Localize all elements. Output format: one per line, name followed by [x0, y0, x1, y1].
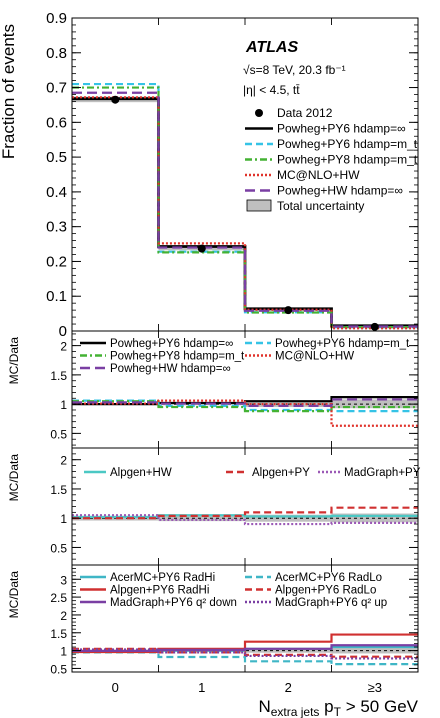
series-alpgen_hw — [72, 514, 418, 519]
x-axis-title: Nextra jets pT > 50 GeV — [258, 697, 418, 718]
ratio1-ylabel: MC/Data — [7, 337, 21, 385]
legend-label: Powheg+PY8 hdamp=m_t — [110, 351, 245, 363]
ratio1-ytick-label: 0.5 — [50, 427, 67, 441]
series-powheg_hw_inf — [72, 91, 418, 328]
main-ytick-label: 0.5 — [46, 149, 67, 166]
ratio-panel-lo-multileg: 0.5 1 1.5 2 MC/Data Alpgen+HW Alpgen+PY MadGrap… — [7, 447, 421, 566]
legend-marker-uncertainty — [246, 199, 272, 212]
series-mcnlo_hw — [72, 96, 418, 330]
legend-label: Alpgen+PY — [252, 467, 310, 479]
ratio3-ytick-label: 1 — [60, 645, 67, 659]
legend-label: MadGraph+PY — [344, 467, 421, 479]
ratio-panel-radiation: 0.5 1 1.5 2 2.5 3 MC/Data AcerMC+PY6 RadHi AcerM… — [7, 564, 419, 676]
legend-label: AcerMC+PY6 RadLo — [275, 572, 382, 584]
legend-label: Alpgen+PY6 RadLo — [275, 585, 376, 597]
legend-label: Alpgen+HW — [110, 467, 172, 479]
energy-lumi-label: √s=8 TeV, 20.3 fb⁻¹ — [243, 63, 346, 77]
x-tick-label: ≥3 — [368, 680, 382, 695]
legend-label: Data 2012 — [277, 106, 333, 120]
legend-label: MadGraph+PY6 q² down — [110, 597, 237, 609]
data-point — [370, 322, 379, 331]
main-panel: 0 0.1 0.2 0.3 0.4 0.5 0.6 0.7 0.8 0.9 Fraction of … — [0, 10, 419, 340]
main-ytick-label: 0.3 — [46, 219, 67, 236]
legend-label: Powheg+PY6 hdamp=m_t — [277, 137, 418, 151]
ratio1-ytick-label: 2 — [60, 340, 67, 354]
ratio3-ytick-label: 0.5 — [50, 662, 67, 676]
ratio2-ytick-label: 2 — [60, 454, 67, 468]
series-madgraph_py — [72, 514, 418, 526]
legend-label: MC@NLO+HW — [277, 168, 360, 182]
main-ytick-label: 0.2 — [46, 253, 67, 270]
legend-label: Powheg+HW hdamp=∞ — [110, 363, 231, 375]
series-mcnlo_hw — [72, 399, 418, 427]
ratio3-ytick-label: 3 — [60, 573, 67, 587]
ratio2-uncertainty-band — [158, 515, 245, 522]
legend-label: MadGraph+PY6 q² up — [275, 597, 387, 609]
legend-label: AcerMC+PY6 RadHi — [110, 572, 215, 584]
legend-label: Powheg+PY8 hdamp=m_t — [277, 153, 418, 167]
ratio1-uncertainty-band — [158, 402, 245, 406]
legend-marker-data — [255, 109, 263, 117]
x-tick-label: 1 — [198, 680, 205, 695]
main-ylabel: Fraction of events — [0, 24, 18, 159]
ratio1-ytick-label: 1 — [60, 398, 67, 412]
ratio2-ytick-label: 1.5 — [50, 483, 67, 497]
ratio2-frame — [71, 447, 419, 566]
series-acermc_radlo — [72, 651, 418, 666]
main-ytick-label: 0.1 — [46, 288, 67, 305]
legend-label: Powheg+PY6 hdamp=∞ — [277, 122, 406, 136]
ratio1-ytick-label: 1.5 — [50, 369, 67, 383]
region-label: |η| < 4.5, tt̄ — [243, 83, 300, 97]
main-ytick-label: 0.7 — [46, 80, 67, 97]
x-tick-label: 0 — [112, 680, 119, 695]
legend-label: Powheg+HW hdamp=∞ — [277, 184, 403, 198]
data-point — [284, 306, 293, 315]
ratio3-ytick-label: 1.5 — [50, 627, 67, 641]
ratio3-ytick-label: 2 — [60, 609, 67, 623]
series-alpgen_py — [72, 506, 418, 520]
main-ytick-label: 0.6 — [46, 114, 67, 131]
ratio3-ylabel: MC/Data — [7, 571, 21, 619]
ratio2-ytick-label: 0.5 — [50, 541, 67, 555]
series-madgraph_q2down — [72, 644, 418, 653]
main-ytick-label: 0.4 — [46, 184, 67, 201]
legend-label: MC@NLO+HW — [275, 351, 354, 363]
ratio2-ytick-label: 1 — [60, 512, 67, 526]
legend-label: Powheg+PY6 hdamp=∞ — [110, 338, 233, 350]
main-ytick-label: 0.9 — [46, 10, 67, 27]
main-ytick-label: 0.8 — [46, 45, 67, 62]
ratio3-ytick-label: 2.5 — [50, 591, 67, 605]
data-point — [111, 95, 120, 104]
atlas-label: ATLAS — [245, 39, 298, 56]
legend-label: Total uncertainty — [277, 199, 364, 213]
ratio2-ylabel: MC/Data — [7, 454, 21, 502]
x-tick-label: 2 — [285, 680, 292, 695]
x-axis: 0 1 2 ≥3 Nextra jets pT > 50 GeV — [112, 680, 419, 718]
main-ytick-label: 0 — [59, 323, 67, 340]
legend-label: Powheg+PY6 hdamp=m_t — [275, 338, 410, 350]
legend-label: Alpgen+PY6 RadHi — [110, 585, 209, 597]
series-madgraph_q2up — [72, 648, 418, 660]
data-point — [197, 244, 206, 253]
